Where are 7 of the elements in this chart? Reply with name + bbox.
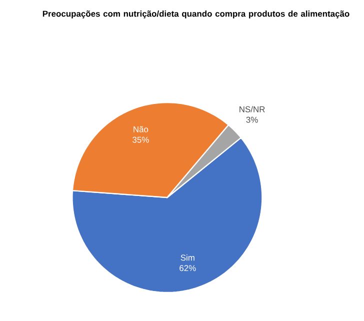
slice-label: Não <box>134 126 148 132</box>
slice-label: NS/NR <box>240 106 265 112</box>
data-label: 35% <box>132 136 149 143</box>
data-label: 62% <box>180 265 196 272</box>
chart-title: Preocupações com nutrição/dieta quando compra produtos de alimentação <box>42 10 350 18</box>
data-label: 3% <box>246 116 258 123</box>
slice-label: Sim <box>180 254 194 261</box>
